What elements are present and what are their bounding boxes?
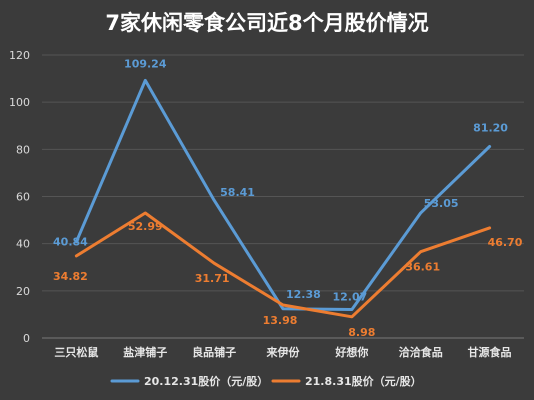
x-category-label: 好想你 [334, 345, 368, 359]
y-tick-label: 40 [16, 238, 30, 251]
x-category-label: 盐津铺子 [123, 345, 167, 359]
data-label: 13.98 [263, 314, 298, 327]
data-label: 31.71 [195, 272, 230, 285]
y-tick-label: 0 [23, 332, 30, 345]
data-label: 34.82 [53, 270, 88, 283]
series-line-2 [74, 211, 492, 319]
x-category-label: 洽洽食品 [399, 345, 443, 359]
data-label: 8.98 [348, 326, 375, 339]
chart-title: 7家休闲零食公司近8个月股价情况 [105, 11, 428, 35]
y-tick-label: 120 [9, 49, 30, 62]
x-category-label: 良品铺子 [192, 345, 236, 359]
data-label: 53.05 [424, 197, 459, 210]
y-tick-label: 80 [16, 143, 30, 156]
data-label: 12.07 [332, 291, 367, 304]
data-label: 109.24 [124, 57, 167, 70]
data-label: 36.61 [405, 261, 440, 274]
data-label: 81.20 [473, 122, 508, 135]
y-tick-label: 60 [16, 191, 30, 204]
legend-label-2: 21.8.31股价（元/股） [305, 375, 422, 388]
data-label: 40.84 [53, 236, 88, 249]
data-label: 46.70 [488, 236, 523, 249]
y-tick-label: 20 [16, 285, 30, 298]
x-category-label: 甘源食品 [468, 345, 512, 359]
legend-label-1: 20.12.31股价（元/股） [144, 375, 268, 388]
x-category-label: 三只松鼠 [54, 345, 98, 359]
data-label: 12.38 [286, 288, 321, 301]
data-label: 58.41 [220, 186, 255, 199]
data-label: 52.99 [128, 220, 163, 233]
y-tick-label: 100 [9, 96, 30, 109]
series-line-1 [74, 78, 492, 311]
x-category-label: 来伊份 [266, 345, 301, 359]
